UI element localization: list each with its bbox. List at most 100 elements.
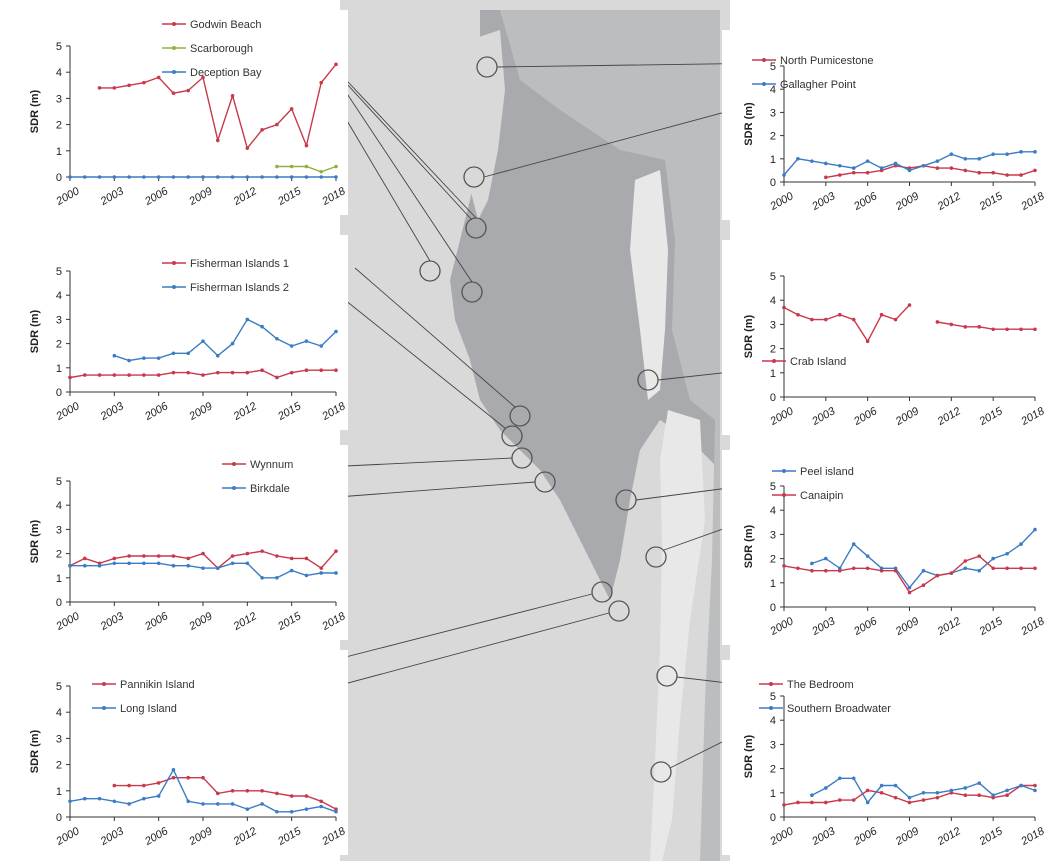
data-point	[275, 122, 279, 127]
y-tick-label: 4	[56, 290, 62, 302]
data-point	[186, 175, 191, 179]
data-point	[68, 563, 72, 568]
data-point	[851, 317, 856, 322]
data-point	[97, 373, 102, 377]
data-point	[1033, 327, 1037, 332]
site-marker-circle	[534, 471, 556, 493]
data-point	[319, 80, 324, 85]
data-point	[865, 566, 870, 571]
data-point	[275, 791, 279, 796]
data-point	[112, 556, 117, 561]
y-tick-label: 3	[770, 107, 776, 119]
data-point	[230, 175, 235, 179]
y-tick-label: 1	[56, 786, 62, 798]
data-point	[893, 568, 898, 573]
legend-entry: Southern Broadwater	[759, 703, 891, 715]
data-point	[230, 802, 235, 806]
site-marker-circle	[511, 447, 533, 469]
data-point	[201, 75, 205, 80]
data-point	[1005, 152, 1009, 156]
y-axis-label: SDR (m)	[29, 89, 41, 133]
data-point	[1019, 783, 1023, 788]
data-point	[879, 166, 884, 170]
y-tick-label: 1	[770, 368, 776, 380]
data-point	[796, 566, 800, 571]
data-point	[68, 375, 72, 380]
data-point	[893, 795, 898, 800]
data-point	[82, 556, 87, 561]
site-marker-circle	[656, 665, 678, 687]
y-tick-label: 5	[770, 691, 776, 703]
data-point	[245, 370, 250, 375]
data-point	[1019, 566, 1023, 571]
series-gallagher-point	[782, 150, 1037, 177]
data-point	[907, 168, 912, 173]
data-point	[1033, 788, 1037, 793]
data-point	[275, 554, 279, 558]
data-point	[865, 788, 870, 793]
data-point	[156, 554, 161, 558]
data-point	[851, 542, 856, 546]
data-point	[1005, 793, 1009, 798]
y-tick-label: 0	[770, 392, 776, 404]
series-line	[114, 777, 337, 810]
series-southern-broadwater	[810, 776, 1037, 805]
data-point	[319, 344, 324, 348]
data-point	[810, 159, 814, 163]
data-point	[82, 175, 87, 179]
data-point	[1033, 566, 1037, 571]
data-point	[334, 329, 338, 334]
y-tick-label: 5	[770, 271, 776, 283]
y-axis-label: SDR (m)	[29, 519, 41, 563]
data-point	[1033, 527, 1037, 532]
data-point	[977, 170, 982, 175]
y-tick-label: 2	[56, 339, 62, 351]
y-tick-label: 2	[56, 120, 62, 132]
site-marker-circle	[465, 217, 487, 239]
data-point	[127, 554, 131, 558]
data-point	[949, 152, 954, 156]
data-point	[201, 775, 205, 780]
data-point	[907, 795, 912, 800]
data-point	[82, 796, 87, 801]
data-point	[142, 783, 146, 788]
y-tick-label: 3	[56, 524, 62, 536]
data-point	[865, 554, 870, 558]
data-point	[1005, 551, 1009, 556]
data-point	[1005, 327, 1009, 332]
data-point	[1019, 173, 1023, 177]
data-point	[215, 370, 220, 375]
data-point	[68, 175, 72, 179]
data-point	[824, 556, 828, 561]
data-point	[334, 549, 338, 553]
site-marker-circle	[615, 489, 637, 511]
data-point	[334, 571, 338, 575]
data-point	[171, 370, 176, 375]
legend-entry: Gallagher Point	[752, 79, 856, 91]
data-point	[963, 559, 968, 563]
data-point	[977, 568, 982, 573]
legend-label: North Pumicestone	[780, 55, 874, 67]
data-point	[782, 305, 786, 310]
series-deception-bay	[68, 175, 338, 179]
data-point	[230, 789, 235, 793]
data-point	[304, 807, 309, 811]
data-point	[921, 798, 926, 802]
legend-entry: Pannikin Island	[92, 679, 195, 691]
y-tick-label: 5	[56, 476, 62, 488]
map-bay-water	[450, 10, 720, 600]
site-marker-circle	[645, 546, 667, 568]
data-point	[171, 91, 176, 95]
data-point	[142, 561, 146, 566]
data-point	[991, 556, 995, 561]
data-point	[201, 802, 205, 806]
map-stradbroke-island	[650, 410, 705, 861]
data-point	[245, 561, 250, 566]
data-point	[865, 800, 870, 805]
y-tick-label: 4	[770, 295, 776, 307]
data-point	[68, 799, 72, 804]
y-tick-label: 4	[56, 500, 62, 512]
data-point	[127, 83, 131, 88]
data-point	[851, 798, 856, 802]
